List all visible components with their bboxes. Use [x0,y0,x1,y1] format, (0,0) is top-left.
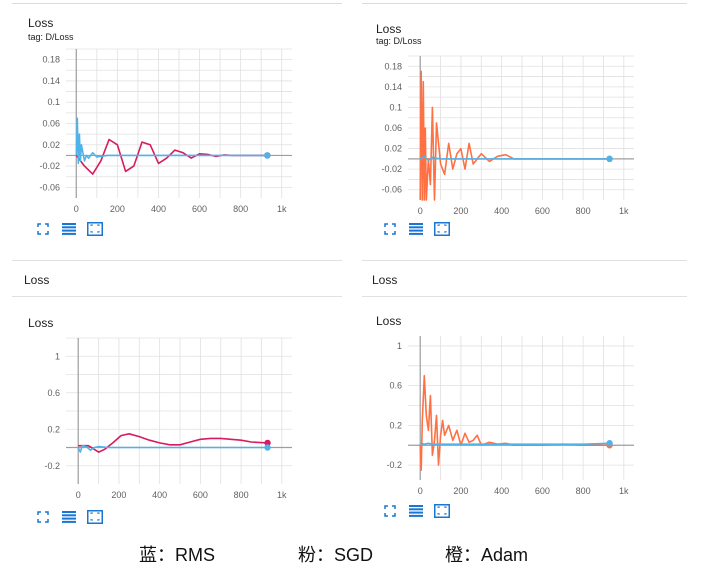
panel4-title: Loss [376,314,402,328]
legend-adam: 橙：Adam [445,545,529,565]
panel3-toolbar [34,509,104,525]
y-tick-label: 0.06 [384,123,402,133]
y-tick-label: 0.1 [389,102,402,112]
x-tick-label: 600 [535,206,550,216]
y-tick-label: -0.02 [381,164,402,174]
fullscreen-icon[interactable] [34,221,52,237]
y-tick-label: 0.2 [47,424,60,434]
y-tick-label: -0.06 [39,182,60,192]
y-tick-label: 1 [55,351,60,361]
data-table-icon[interactable] [60,221,78,237]
y-tick-label: 1 [397,341,402,351]
section-divider-left-top [12,260,342,261]
section-title-right: Loss [372,273,398,287]
y-tick-label: 0.2 [389,420,402,430]
x-tick-label: 400 [494,206,509,216]
x-tick-label: 1k [619,206,629,216]
y-tick-label: 0.18 [42,55,60,65]
series-line [77,444,268,453]
panel4-toolbar [381,503,451,519]
panel1-tag: tag: D/Loss [28,32,74,42]
loss-chart-4: 1 0.6 0.2 -0.2 0 200 400 600 800 1k [386,336,634,496]
panel2-toolbar [381,221,451,237]
y-tick-label: 0.02 [42,140,60,150]
panel3-title: Loss [28,316,54,330]
x-tick-label: 600 [192,204,207,214]
y-tick-label: 0.6 [47,388,60,398]
y-tick-label: 0.14 [42,76,60,86]
series-line [75,117,268,165]
panel1-toolbar [34,221,104,237]
y-tick-label: 0.02 [384,144,402,154]
x-tick-label: 0 [418,206,423,216]
legend-rms: 蓝：RMS [139,545,215,565]
series-end-point [606,440,613,447]
y-tick-label: -0.02 [39,161,60,171]
x-tick-label: 400 [151,204,166,214]
fullscreen-icon[interactable] [381,503,399,519]
x-tick-label: 800 [233,204,248,214]
loss-chart-3: 1 0.6 0.2 -0.2 0 200 400 600 800 1k [44,337,292,500]
x-tick-label: 400 [494,486,509,496]
top-left-rule [12,3,342,4]
fit-domain-icon[interactable] [433,221,451,237]
data-table-icon[interactable] [60,509,78,525]
x-tick-label: 1k [619,486,629,496]
loss-chart-1: 0.18 0.14 0.1 0.06 0.02 -0.02 -0.06 0 200 400 600 8… [39,48,292,214]
top-right-rule [362,3,687,4]
panel1-title: Loss [28,16,54,30]
x-tick-label: 0 [74,204,79,214]
x-tick-label: 800 [576,486,591,496]
fullscreen-icon[interactable] [381,221,399,237]
y-tick-label: -0.06 [381,185,402,195]
loss-chart-2: 0.18 0.14 0.1 0.06 0.02 -0.02 -0.06 0 200 400 600 8… [381,55,634,216]
series-line [420,442,610,445]
data-table-icon[interactable] [407,503,425,519]
y-tick-label: 0.14 [384,82,402,92]
series-end-point [606,155,613,163]
series-end-point [264,152,271,159]
y-tick-label: 0.18 [384,61,402,71]
x-tick-label: 0 [76,490,81,500]
legend-sgd: 粉：SGD [298,545,374,565]
x-tick-label: 200 [453,486,468,496]
x-tick-label: 200 [453,206,468,216]
x-tick-label: 200 [111,490,126,500]
section-divider-left [12,296,342,297]
data-table-icon[interactable] [407,221,425,237]
fit-domain-icon[interactable] [86,221,104,237]
panel2-tag: tag: D/Loss [376,36,422,46]
series-end-point [264,444,271,451]
section-divider-right-top [362,260,687,261]
series-line [78,433,268,453]
x-tick-label: 1k [277,490,287,500]
panel2-title: Loss [376,22,402,36]
fit-domain-icon[interactable] [86,509,104,525]
x-tick-label: 800 [234,490,249,500]
fit-domain-icon[interactable] [433,503,451,519]
x-tick-label: 1k [277,204,287,214]
x-tick-label: 600 [535,486,550,496]
section-title-left: Loss [24,273,50,287]
y-tick-label: -0.2 [44,461,60,471]
series-end-point [264,439,271,447]
fullscreen-icon[interactable] [34,509,52,525]
section-divider-right [362,296,687,297]
y-tick-label: 0.1 [47,97,60,107]
series-line [419,374,610,471]
y-tick-label: 0.6 [389,381,402,391]
series-line [419,70,610,201]
x-tick-label: 800 [576,206,591,216]
x-tick-label: 400 [152,490,167,500]
y-tick-label: -0.2 [386,460,402,470]
x-tick-label: 0 [418,486,423,496]
x-tick-label: 600 [193,490,208,500]
y-tick-label: 0.06 [42,119,60,129]
series-line [419,155,610,162]
x-tick-label: 200 [110,204,125,214]
